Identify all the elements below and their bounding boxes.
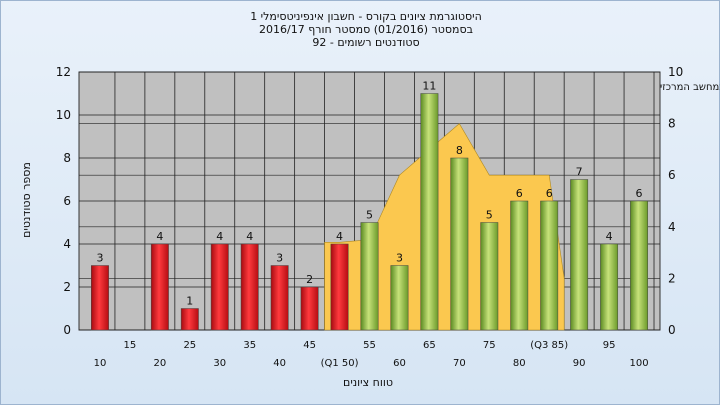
- y2-tick-label: 4: [668, 220, 676, 234]
- bar-value-label: 6: [516, 187, 523, 200]
- bar-value-label: 5: [486, 209, 493, 222]
- bar: [360, 222, 379, 331]
- y-tick-label: 8: [63, 151, 71, 165]
- x-tick-label: 75: [483, 340, 496, 351]
- y2-tick-label: 6: [668, 168, 676, 182]
- bar: [540, 200, 559, 331]
- y-tick-label: 2: [63, 280, 71, 294]
- x-tick-label: 55: [363, 340, 376, 351]
- y2-tick-label: 8: [668, 117, 676, 131]
- bar-value-label: 11: [422, 80, 436, 93]
- y-tick-label: 12: [56, 65, 71, 79]
- bar-value-label: 4: [336, 230, 343, 243]
- bar: [510, 200, 529, 331]
- x-tick-label: 45: [303, 340, 316, 351]
- y2-tick-label: 2: [668, 271, 676, 285]
- bar-value-label: 4: [216, 230, 223, 243]
- area-series: [324, 123, 565, 331]
- bar: [180, 308, 199, 331]
- x-tick-label: 100: [629, 358, 648, 369]
- x-tick-label: (Q3 85): [530, 340, 568, 351]
- bar-value-label: 4: [246, 230, 253, 243]
- x-tick-label: 90: [573, 358, 586, 369]
- y2-tick-label: 0: [668, 323, 676, 337]
- bar: [630, 200, 648, 331]
- y-axis-label: מספר סטודנטים: [20, 162, 33, 238]
- bar: [450, 157, 469, 331]
- title-line-1: היסטוגרמת ציונים בקורס - חשבון אינפיניטס…: [250, 10, 482, 23]
- bar: [150, 243, 169, 331]
- x-tick-label: 65: [423, 340, 436, 351]
- bar-value-label: 4: [156, 230, 163, 243]
- bar-value-label: 5: [366, 209, 373, 222]
- x-tick-label: 20: [153, 358, 166, 369]
- x-tick-label: 10: [94, 358, 107, 369]
- chart-annotation: בתשימה : ציון סופי במערכת האקדמית במחשב …: [660, 82, 720, 93]
- x-tick-label: 70: [453, 358, 466, 369]
- bar: [600, 243, 619, 331]
- bar-value-label: 3: [96, 252, 103, 265]
- x-tick-label: 25: [183, 340, 196, 351]
- x-tick-label: (Q1 50): [321, 358, 359, 369]
- y-tick-label: 4: [63, 237, 71, 251]
- bar: [240, 243, 259, 331]
- title-line-3: סטודנטים רשומים - 92: [312, 36, 420, 49]
- bar-value-label: 2: [306, 273, 313, 286]
- bar: [300, 286, 319, 331]
- y-tick-label: 10: [56, 108, 71, 122]
- bars: 3 4 1 4 4 3 2 4 5 3 11 8 5 6 6 7 4 6: [91, 80, 648, 331]
- bar-value-label: 3: [396, 252, 403, 265]
- y-tick-label: 0: [63, 323, 71, 337]
- bar-value-label: 3: [276, 252, 283, 265]
- x-tick-label: 35: [243, 340, 256, 351]
- bar: [210, 243, 229, 331]
- bar-value-label: 1: [186, 295, 193, 308]
- bar: [330, 243, 349, 331]
- bar: [420, 93, 439, 331]
- bar: [390, 265, 409, 331]
- area-polygon: [324, 123, 565, 331]
- x-tick-label: 15: [124, 340, 137, 351]
- bar: [91, 265, 109, 331]
- bar-value-label: 4: [606, 230, 613, 243]
- bar-value-label: 7: [576, 166, 583, 179]
- y2-tick-label: 10: [668, 65, 683, 79]
- chart-title: היסטוגרמת ציונים בקורס - חשבון אינפיניטס…: [246, 10, 486, 49]
- x-tick-label: 95: [603, 340, 616, 351]
- title-line-2: בסמסטר (01/2016) סמסטר חורף 2016/17: [259, 23, 473, 36]
- bar-value-label: 6: [546, 187, 553, 200]
- bar: [570, 179, 589, 331]
- bar-value-label: 6: [636, 187, 643, 200]
- y-tick-label: 6: [63, 194, 71, 208]
- x-tick-label: 80: [513, 358, 526, 369]
- x-axis-label: טווח ציונים: [343, 376, 393, 389]
- x-tick-label: 40: [273, 358, 286, 369]
- bar-value-label: 8: [456, 144, 463, 157]
- x-tick-label: 30: [213, 358, 226, 369]
- bar: [480, 222, 499, 331]
- x-tick-label: 60: [393, 358, 406, 369]
- bar: [270, 265, 289, 331]
